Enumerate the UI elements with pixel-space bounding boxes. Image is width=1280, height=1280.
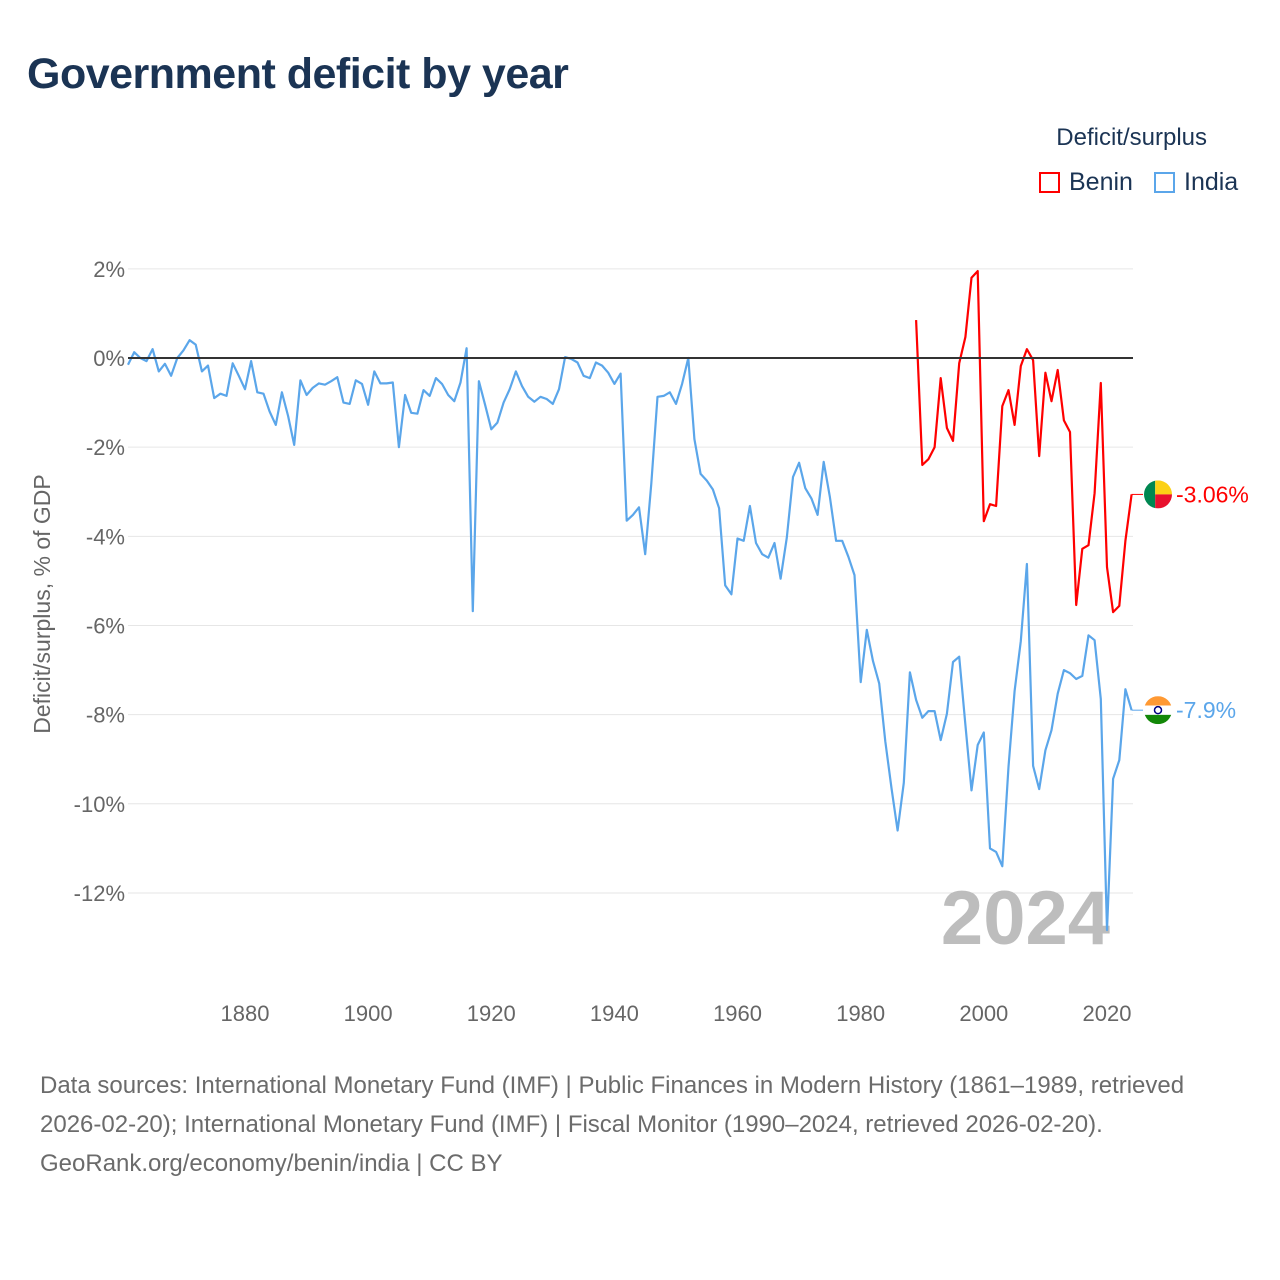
- y-axis-label: Deficit/surplus, % of GDP: [29, 474, 55, 733]
- y-tick-label: -12%: [74, 881, 125, 906]
- legend-label: India: [1184, 168, 1239, 196]
- legend-title: Deficit/surplus: [1056, 124, 1207, 151]
- x-tick-label: 1900: [344, 1001, 393, 1026]
- y-tick-label: -10%: [74, 792, 125, 817]
- legend-label: Benin: [1069, 168, 1133, 196]
- y-tick-label: 0%: [93, 346, 125, 371]
- y-tick-label: -2%: [86, 435, 125, 460]
- series-line-benin: [915, 270, 1133, 614]
- flag-saffron: [1144, 696, 1172, 706]
- flag-green: [1144, 714, 1172, 725]
- credit-link[interactable]: GeoRank.org/economy/benin/india | CC BY: [40, 1150, 503, 1177]
- x-tick-label: 1880: [221, 1001, 270, 1026]
- chart-title: Government deficit by year: [27, 50, 569, 98]
- legend-swatch-benin: [1039, 172, 1060, 193]
- legend-item-india[interactable]: India: [1154, 168, 1238, 197]
- flag-body: [1144, 696, 1172, 725]
- chakra: [1153, 705, 1163, 715]
- x-tick-label: 1960: [713, 1001, 762, 1026]
- x-tick-label: 2020: [1082, 1001, 1131, 1026]
- line-chart: 2% 0% -2% -4% -6% -8% -10% -12% 1880 1900 1920 1940…: [29, 257, 1249, 1026]
- data-sources: Data sources: International Monetary Fun…: [40, 1072, 1185, 1138]
- series-line-india: [127, 339, 1133, 932]
- x-tick-label: 1980: [836, 1001, 885, 1026]
- y-tick-label: -8%: [86, 703, 125, 728]
- legend-item-benin[interactable]: Benin: [1039, 168, 1133, 197]
- y-tick-label: -4%: [86, 524, 125, 549]
- year-watermark: 2024: [941, 876, 1110, 961]
- x-tick-label: 1920: [467, 1001, 516, 1026]
- flag-green: [1144, 480, 1156, 509]
- footer: Data sources: International Monetary Fun…: [40, 1066, 1240, 1183]
- flag-india-icon: [1144, 696, 1172, 725]
- flag-white: [1144, 705, 1172, 715]
- end-label-india: -7.9%: [1176, 697, 1236, 723]
- y-tick-label: 2%: [93, 257, 125, 282]
- y-tick-label: -6%: [86, 613, 125, 638]
- x-tick-label: 1940: [590, 1001, 639, 1026]
- x-tick-label: 2000: [959, 1001, 1008, 1026]
- legend-swatch-india: [1154, 172, 1175, 193]
- end-label-benin: -3.06%: [1176, 481, 1249, 507]
